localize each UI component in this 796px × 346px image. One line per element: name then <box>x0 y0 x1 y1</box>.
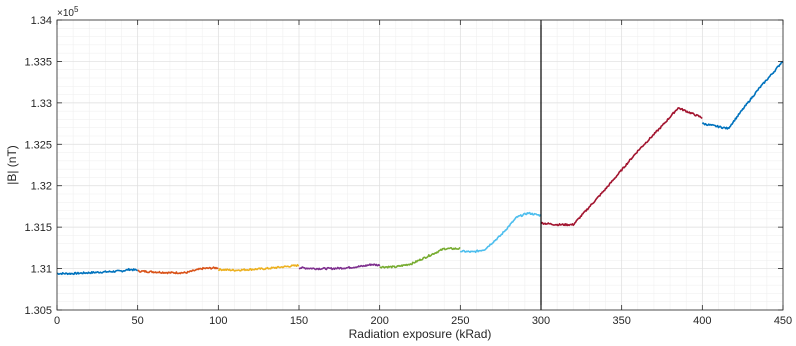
y-tick-labels: 1.305 1.31 1.315 1.32 1.325 1.33 1.335 1.34 <box>24 15 52 317</box>
x-axis-label: Radiation exposure (kRad) <box>349 327 492 341</box>
x-tick-label: 250 <box>451 315 469 327</box>
y-tick-label: 1.305 <box>24 305 52 317</box>
series-line-7 <box>540 107 703 227</box>
y-exponent-power: 5 <box>74 5 79 14</box>
x-tick-label: 0 <box>54 315 60 327</box>
x-tick-labels: 0 50 100 150 200 250 300 350 400 450 <box>54 315 792 327</box>
y-tick-label: 1.315 <box>24 222 52 234</box>
y-tick-label: 1.335 <box>24 56 52 68</box>
x-tick-label: 200 <box>370 315 388 327</box>
x-tick-label: 150 <box>290 315 308 327</box>
y-tick-label: 1.325 <box>24 139 52 151</box>
x-tick-label: 350 <box>612 315 630 327</box>
y-tick-label: 1.34 <box>31 15 52 27</box>
y-tick-label: 1.32 <box>31 181 52 193</box>
series-line-2 <box>137 266 219 275</box>
tick-marks <box>56 19 784 311</box>
series-line-8 <box>701 60 784 130</box>
series-line-6 <box>459 211 542 254</box>
series-line-4 <box>298 263 381 271</box>
x-tick-label: 450 <box>774 315 792 327</box>
plot-area <box>57 20 783 310</box>
x-tick-label: 400 <box>693 315 711 327</box>
series-line-1 <box>56 267 139 276</box>
x-tick-label: 300 <box>532 315 550 327</box>
y-tick-label: 1.31 <box>31 264 52 276</box>
series-line-5 <box>379 247 461 269</box>
y-tick-label: 1.33 <box>31 98 52 110</box>
series-line-3 <box>217 263 300 272</box>
x-tick-label: 50 <box>132 315 144 327</box>
y-exponent-label: ×105 <box>57 5 79 19</box>
x-tick-label: 100 <box>209 315 227 327</box>
y-axis-label: |B| (nT) <box>5 145 19 185</box>
series-layer <box>56 60 784 276</box>
minor-grid <box>57 20 783 310</box>
axes-box <box>56 19 784 311</box>
